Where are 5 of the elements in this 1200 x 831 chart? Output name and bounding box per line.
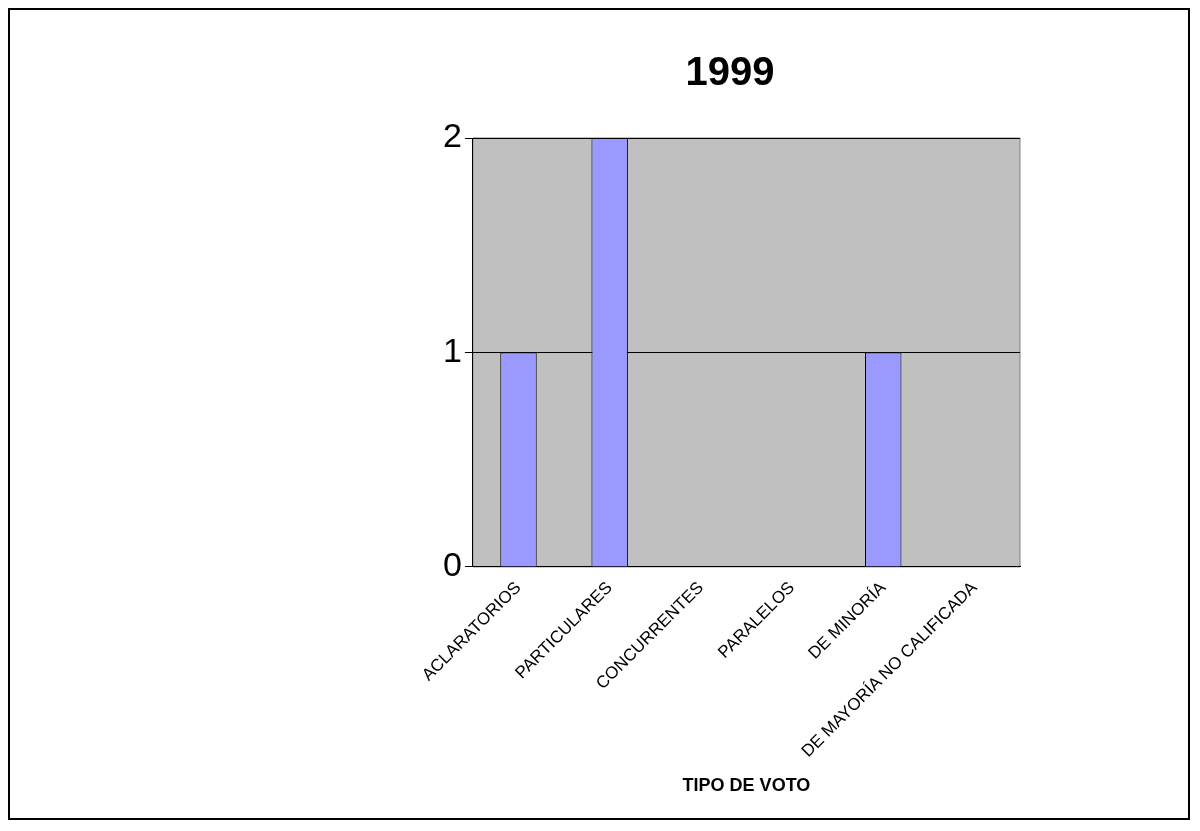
chart-title: 1999 — [685, 49, 775, 94]
y-tick-label: 2 — [442, 116, 462, 155]
y-tick-label: 1 — [442, 330, 462, 369]
y-tick-label: 0 — [442, 545, 462, 584]
x-axis-title: TIPO DE VOTO — [682, 775, 811, 796]
